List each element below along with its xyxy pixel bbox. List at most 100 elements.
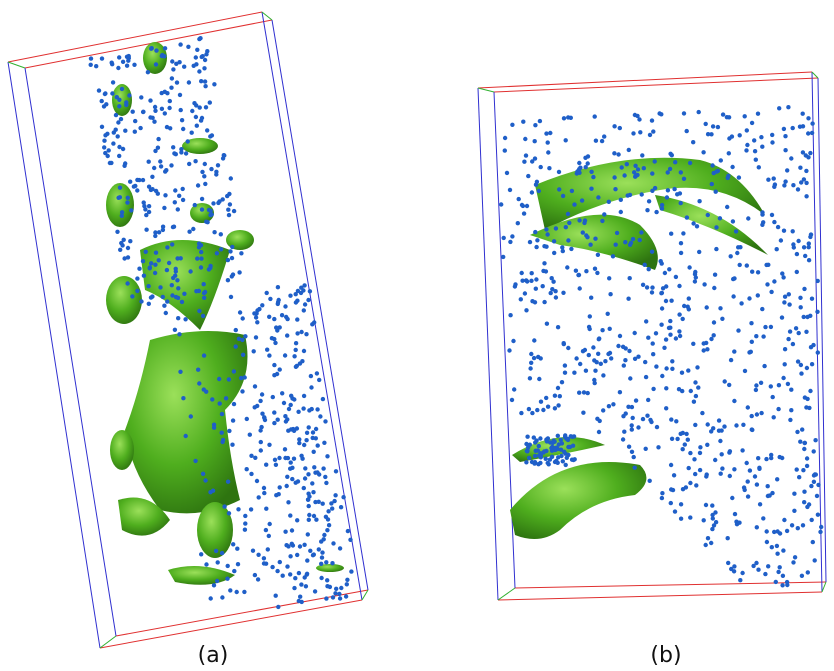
particle [204,562,208,566]
particle [576,273,580,277]
particle [681,231,685,235]
particle [548,131,552,135]
particle [688,515,692,519]
particle [765,540,769,544]
particle [201,54,205,58]
particle [799,371,803,375]
particle [577,161,581,165]
particle [173,200,177,204]
particle [741,423,745,427]
particle [283,530,287,534]
particle [691,342,695,346]
particle [187,80,191,84]
particle [312,514,316,518]
particle [710,503,714,507]
particle [338,596,342,600]
particle [557,170,561,174]
particle [771,395,775,399]
particle [740,448,744,452]
particle [510,123,514,127]
particle [254,335,258,339]
particle [286,500,290,504]
particle [810,121,814,125]
particle [146,70,150,74]
particle [546,150,550,154]
particle [264,507,268,511]
particle [798,296,802,300]
particle [645,208,649,212]
particle [812,473,816,477]
particle [216,560,220,564]
particle [621,345,625,349]
particle [194,62,198,66]
particle [285,317,289,321]
particle [780,315,784,319]
particle [770,491,774,495]
particle [618,390,622,394]
particle [685,129,689,133]
particle [158,285,162,289]
particle [763,325,767,329]
particle [194,289,198,293]
particle [325,454,329,458]
particle [180,118,184,122]
particle [596,253,600,257]
particle [786,382,790,386]
particle [259,440,263,444]
particle [172,151,176,155]
particle [106,154,110,158]
particle [611,254,615,258]
particle [816,483,820,487]
particle [230,256,234,260]
particle [754,334,758,338]
particle [783,134,787,138]
particle [161,225,165,229]
particle [521,120,525,124]
particle [287,407,291,411]
particle [795,430,799,434]
particle [738,578,742,582]
particle [290,528,294,532]
particle [188,269,192,273]
particle [200,207,204,211]
particle [170,59,174,63]
particle [300,457,304,461]
particle [588,243,592,247]
particle [193,459,197,463]
particle [781,376,785,380]
particle [571,444,575,448]
particle [525,449,529,453]
particle [666,188,670,192]
particle [308,549,312,553]
particle [669,232,673,236]
particle [153,234,157,238]
particle [765,282,769,286]
particle [534,287,538,291]
particle [210,212,214,216]
particle [292,354,296,358]
particle [558,394,562,398]
particle [163,193,167,197]
particle [772,415,776,419]
particle [305,558,309,562]
particle [619,210,623,214]
particle [228,202,232,206]
particle [230,443,234,447]
particle [120,214,124,218]
particle [226,278,230,282]
particle [324,481,328,485]
particle [766,494,770,498]
particle [202,353,206,357]
particle [614,243,618,247]
particle [808,314,812,318]
particle [673,509,677,513]
particle [199,256,203,260]
particle [135,178,139,182]
particle [759,381,763,385]
particle [664,406,668,410]
particle [660,203,664,207]
particle [165,268,169,272]
particle [193,159,197,163]
particle [183,317,187,321]
particle [317,378,321,382]
